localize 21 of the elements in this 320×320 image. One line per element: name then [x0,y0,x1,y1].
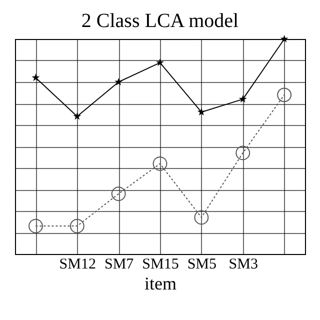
point [197,108,206,116]
x-tick-label: SM5 [187,256,217,272]
point [277,88,292,102]
point [152,156,168,171]
chart-title: 2 Class LCA model [81,10,240,32]
x-tick-label: SM7 [104,256,134,272]
point [236,146,250,160]
point [32,74,40,82]
point [114,78,123,86]
x-axis-title: item [144,274,176,294]
point [156,58,164,66]
x-tick-label: SM12 [59,256,96,272]
point [238,95,247,103]
x-tick-label: SM3 [228,256,258,272]
point [280,34,288,42]
point [28,218,43,234]
x-tick-label: SM15 [142,256,179,272]
point [73,112,82,120]
point [70,218,84,234]
point [194,210,209,225]
point [111,186,126,201]
